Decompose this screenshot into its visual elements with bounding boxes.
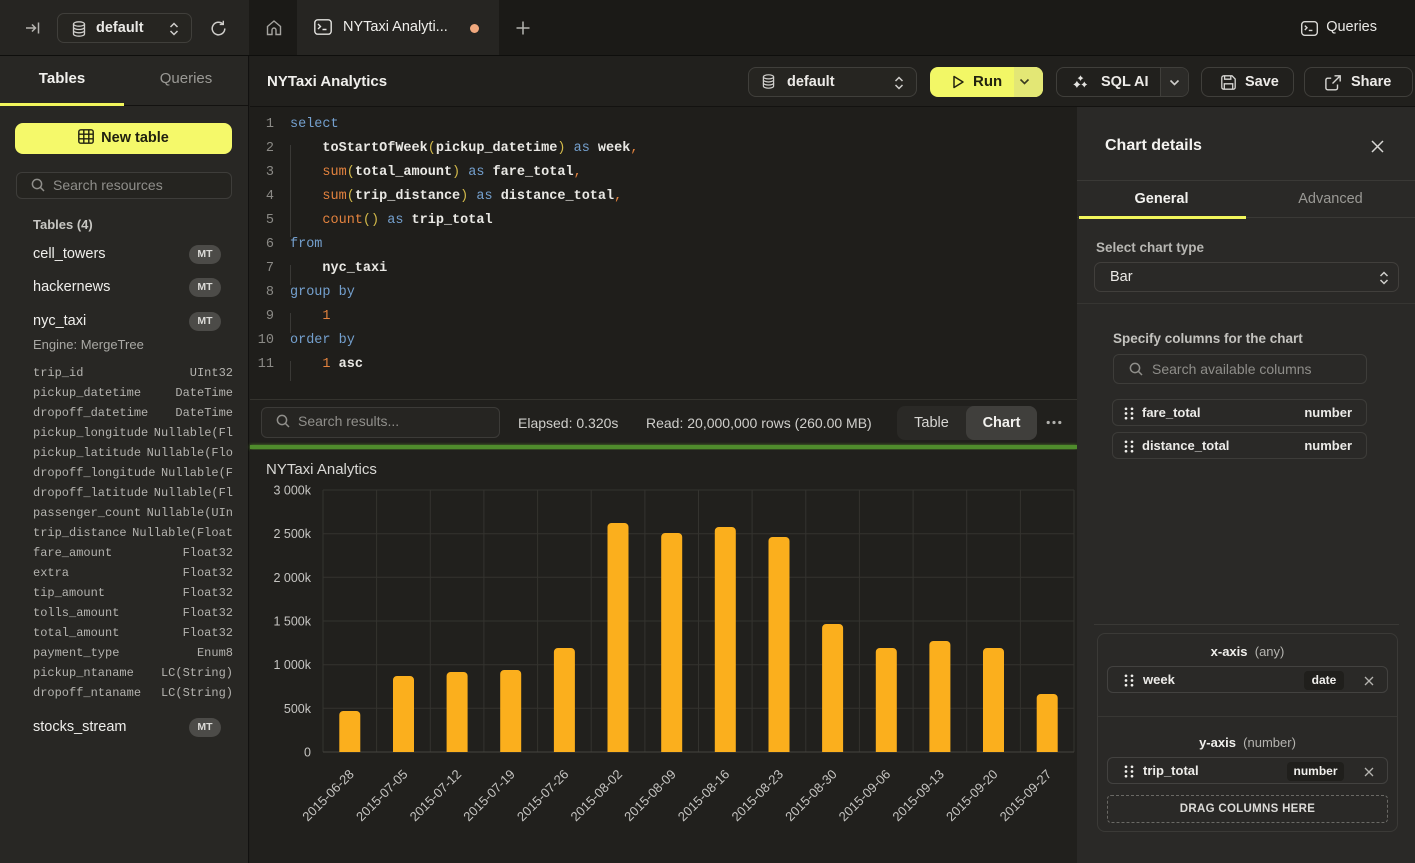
svg-text:2015-07-19: 2015-07-19 xyxy=(460,767,518,825)
svg-text:2015-08-30: 2015-08-30 xyxy=(782,767,840,825)
svg-text:2015-08-23: 2015-08-23 xyxy=(728,767,786,825)
svg-text:1 000k: 1 000k xyxy=(273,658,311,672)
svg-text:2015-09-20: 2015-09-20 xyxy=(943,767,1001,825)
svg-text:2015-08-02: 2015-08-02 xyxy=(567,767,625,825)
svg-text:2 000k: 2 000k xyxy=(273,571,311,585)
svg-text:0: 0 xyxy=(304,746,311,760)
svg-text:2015-07-12: 2015-07-12 xyxy=(407,767,465,825)
svg-text:2015-09-27: 2015-09-27 xyxy=(997,767,1055,825)
svg-text:2015-09-06: 2015-09-06 xyxy=(836,767,894,825)
svg-text:2015-07-26: 2015-07-26 xyxy=(514,767,572,825)
svg-text:2 500k: 2 500k xyxy=(273,527,311,541)
svg-text:2015-09-13: 2015-09-13 xyxy=(889,767,947,825)
svg-text:2015-08-09: 2015-08-09 xyxy=(621,767,679,825)
svg-text:2015-07-05: 2015-07-05 xyxy=(353,767,411,825)
svg-text:2015-08-16: 2015-08-16 xyxy=(675,767,733,825)
svg-text:1 500k: 1 500k xyxy=(273,615,311,629)
svg-text:500k: 500k xyxy=(284,702,312,716)
svg-text:2015-06-28: 2015-06-28 xyxy=(299,767,357,825)
svg-text:3 000k: 3 000k xyxy=(273,484,311,498)
